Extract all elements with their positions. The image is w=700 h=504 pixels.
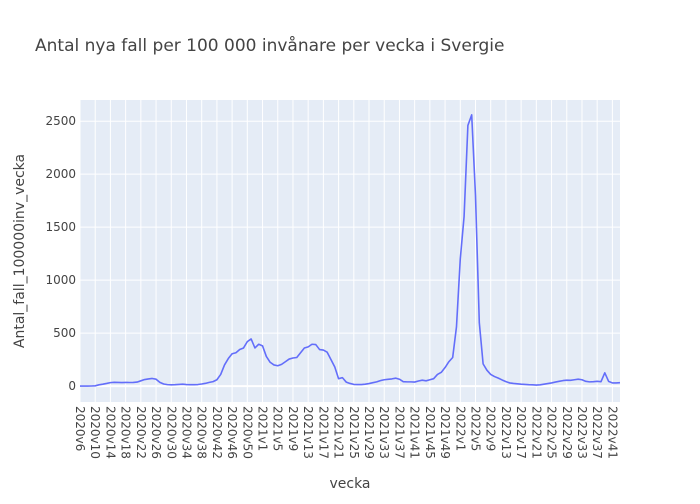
y-tick-labels: 0 500 1000 1500 2000 2500 — [45, 114, 76, 393]
x-tick-label: 2022v29 — [560, 406, 574, 459]
x-tick-label: 2021v9 — [286, 406, 300, 451]
x-tick-label: 2020v26 — [149, 406, 163, 459]
x-tick-label: 2021v41 — [408, 406, 422, 459]
x-tick-label: 2020v34 — [179, 406, 193, 459]
x-tick-label: 2020v38 — [195, 406, 209, 459]
x-tick-label: 2020v14 — [103, 406, 117, 459]
series-line — [80, 114, 621, 387]
x-tick-label: 2022v37 — [590, 406, 604, 459]
x-tick-label: 2021v21 — [332, 406, 346, 459]
x-tick-label: 2021v1 — [256, 406, 270, 451]
x-tick-label: 2021v13 — [301, 406, 315, 459]
x-tick-labels: 2020v6 2020v10 2020v14 2020v18 2020v22 2020v2… — [73, 406, 619, 459]
x-tick-label: 2021v49 — [438, 406, 452, 459]
x-tick-label: 2022v33 — [575, 406, 589, 459]
x-tick-label: 2021v17 — [316, 406, 330, 459]
x-tick-label: 2022v1 — [453, 406, 467, 451]
y-axis-label: Antal_fall_100000inv_vecka — [12, 154, 28, 348]
x-tick-label: 2020v10 — [88, 406, 102, 459]
x-tick-label: 2020v22 — [134, 406, 148, 459]
y-tick-label: 2000 — [45, 167, 76, 181]
x-tick-label: 2021v45 — [423, 406, 437, 459]
y-tick-label: 1000 — [45, 273, 76, 287]
x-tick-label: 2021v5 — [271, 406, 285, 451]
x-tick-label: 2022v9 — [484, 406, 498, 451]
x-tick-label: 2020v42 — [210, 406, 224, 459]
x-tick-label: 2022v5 — [468, 406, 482, 451]
x-tick-label: 2020v50 — [240, 406, 254, 459]
y-tick-label: 2500 — [45, 114, 76, 128]
x-tick-label: 2021v33 — [377, 406, 391, 459]
x-tick-label: 2020v18 — [119, 406, 133, 459]
series-layer — [80, 114, 621, 387]
y-tick-label: 1500 — [45, 220, 76, 234]
x-tick-label: 2022v41 — [605, 406, 619, 459]
x-tick-label: 2022v25 — [545, 406, 559, 459]
x-tick-label: 2020v46 — [225, 406, 239, 459]
x-tick-label: 2022v17 — [514, 406, 528, 459]
y-tick-label: 0 — [68, 379, 76, 393]
x-tick-label: 2022v13 — [499, 406, 513, 459]
x-axis-label: vecka — [329, 476, 370, 492]
grid — [79, 100, 620, 402]
chart-title: Antal nya fall per 100 000 invånare per … — [35, 35, 505, 56]
x-tick-label: 2021v25 — [347, 406, 361, 459]
x-tick-label: 2021v29 — [362, 406, 376, 459]
y-tick-label: 500 — [53, 326, 76, 340]
x-tick-label: 2020v6 — [73, 406, 87, 451]
plot-background — [80, 100, 620, 402]
x-tick-label: 2020v30 — [164, 406, 178, 459]
x-tick-label: 2021v37 — [392, 406, 406, 459]
x-tick-label: 2022v21 — [529, 406, 543, 459]
